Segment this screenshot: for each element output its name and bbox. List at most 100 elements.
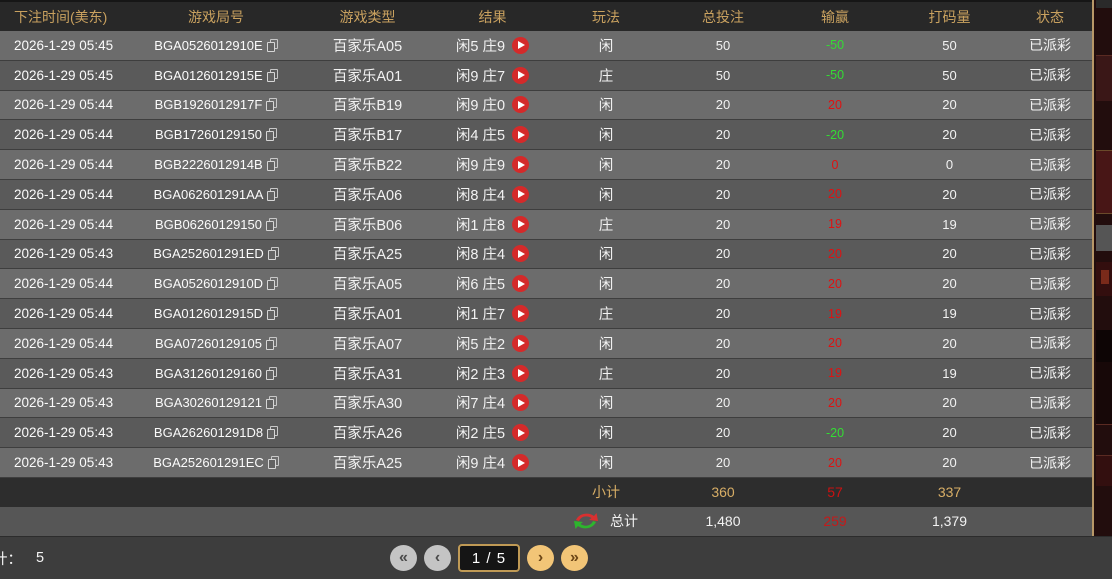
copy-icon[interactable] — [267, 456, 279, 470]
total-row: 总计 1,480 259 1,379 — [0, 506, 1092, 536]
play-icon[interactable] — [512, 334, 530, 352]
table-row: 2026-1-29 05:44 BGA062601291AA 百家乐A06 闲8… — [0, 179, 1092, 210]
play-icon[interactable] — [512, 305, 530, 323]
pagination-bar: 计： 5 « ‹ 1 / 5 › » — [0, 536, 1112, 578]
total-bet-cell: 20 — [715, 127, 731, 143]
play-option-cell: 闲 — [598, 98, 614, 115]
play-icon[interactable] — [512, 185, 530, 203]
win-loss-cell: 19 — [828, 217, 842, 232]
total-bet-cell: 20 — [715, 335, 731, 351]
copy-icon[interactable] — [266, 68, 278, 82]
play-icon[interactable] — [512, 245, 530, 263]
bet-time-cell: 2026-1-29 05:45 — [14, 37, 114, 53]
status-cell: 已派彩 — [1029, 186, 1071, 203]
result-text: 闲1 庄8 — [455, 217, 506, 234]
col-header-wagering: 打码量 — [928, 8, 971, 25]
play-icon[interactable] — [512, 36, 530, 54]
play-icon[interactable] — [512, 394, 530, 412]
game-round-id: BGA0126012915D — [153, 306, 264, 322]
background-fragment — [1096, 0, 1112, 8]
wagering-cell: 20 — [942, 455, 957, 471]
bet-time-cell: 2026-1-29 05:44 — [14, 157, 114, 173]
pagination-prev-button[interactable]: ‹ — [424, 545, 451, 571]
game-type-cell: 百家乐A01 — [332, 307, 403, 324]
count-value: 5 — [36, 550, 45, 566]
game-type-cell: 百家乐B06 — [332, 217, 403, 234]
game-round-cell: BGB1926012917F — [137, 97, 295, 112]
col-header-bet-time: 下注时间(美东) — [14, 8, 108, 25]
table-row: 2026-1-29 05:43 BGA30260129121 百家乐A30 闲7… — [0, 388, 1092, 419]
game-round-cell: BGA0526012910E — [137, 38, 295, 53]
wagering-cell: 50 — [942, 37, 957, 53]
table-row: 2026-1-29 05:43 BGA252601291ED 百家乐A25 闲8… — [0, 239, 1092, 270]
copy-icon[interactable] — [267, 277, 279, 291]
game-type-cell: 百家乐A05 — [332, 277, 403, 294]
copy-icon[interactable] — [265, 366, 277, 380]
game-type-cell: 百家乐A06 — [332, 187, 403, 204]
wagering-cell: 20 — [942, 127, 957, 143]
pagination-last-button[interactable]: » — [561, 545, 588, 571]
game-type-cell: 百家乐A25 — [332, 247, 403, 264]
status-cell: 已派彩 — [1029, 424, 1071, 441]
copy-icon[interactable] — [267, 187, 279, 201]
play-option-cell: 闲 — [598, 426, 614, 443]
result-text: 闲5 庄9 — [455, 38, 506, 55]
result-text: 闲6 庄5 — [455, 277, 506, 294]
play-icon[interactable] — [512, 96, 530, 114]
play-icon[interactable] — [512, 215, 530, 233]
copy-icon[interactable] — [266, 98, 278, 112]
status-cell: 已派彩 — [1029, 454, 1071, 471]
total-bet-cell: 20 — [715, 246, 731, 262]
win-loss-cell: 20 — [828, 246, 842, 261]
result-text: 闲5 庄2 — [455, 336, 506, 353]
copy-icon[interactable] — [267, 426, 279, 440]
copy-icon[interactable] — [267, 307, 279, 321]
pagination-first-button[interactable]: « — [390, 545, 417, 571]
game-round-id: BGA252601291ED — [153, 246, 264, 262]
wagering-cell: 20 — [942, 395, 957, 411]
bet-time-cell: 2026-1-29 05:43 — [14, 365, 114, 381]
play-icon[interactable] — [512, 156, 530, 174]
game-type-cell: 百家乐A25 — [332, 456, 403, 473]
background-fragment — [1096, 330, 1112, 362]
copy-icon[interactable] — [265, 336, 277, 350]
pagination-next-button[interactable]: › — [527, 545, 554, 571]
copy-icon[interactable] — [266, 158, 278, 172]
total-win: 259 — [823, 513, 847, 530]
game-round-cell: BGA30260129121 — [137, 395, 295, 410]
swap-refresh-icon[interactable] — [574, 511, 598, 531]
win-loss-cell: 0 — [831, 157, 839, 172]
result-cell: 闲2 庄5 — [440, 422, 545, 443]
result-text: 闲8 庄4 — [455, 247, 506, 264]
status-cell: 已派彩 — [1029, 394, 1071, 411]
game-type-cell: 百家乐A01 — [332, 68, 403, 85]
copy-icon[interactable] — [265, 396, 277, 410]
play-icon[interactable] — [512, 275, 530, 293]
play-icon[interactable] — [512, 364, 530, 382]
play-icon[interactable] — [512, 454, 530, 472]
result-cell: 闲5 庄9 — [440, 35, 545, 56]
wagering-cell: 20 — [942, 97, 957, 113]
win-loss-cell: -50 — [825, 68, 845, 83]
copy-icon[interactable] — [267, 247, 279, 261]
play-icon[interactable] — [512, 126, 530, 144]
result-text: 闲7 庄4 — [455, 396, 506, 413]
play-icon[interactable] — [512, 66, 530, 84]
result-text: 闲2 庄3 — [455, 366, 506, 383]
result-text: 闲9 庄0 — [455, 98, 506, 115]
result-cell: 闲1 庄7 — [440, 303, 545, 324]
play-option-cell: 庄 — [598, 366, 614, 383]
copy-icon[interactable] — [265, 128, 277, 142]
play-option-cell: 闲 — [598, 336, 614, 353]
table-row: 2026-1-29 05:43 BGA252601291EC 百家乐A25 闲9… — [0, 448, 1092, 478]
page-indicator: 1 / 5 — [458, 544, 520, 572]
game-round-id: BGA062601291AA — [153, 186, 264, 202]
game-type-cell: 百家乐B19 — [332, 98, 403, 115]
play-icon[interactable] — [512, 424, 530, 442]
copy-icon[interactable] — [266, 38, 278, 52]
result-text: 闲8 庄4 — [455, 187, 506, 204]
wagering-cell: 20 — [942, 276, 957, 292]
total-wager: 1,379 — [931, 513, 968, 530]
copy-icon[interactable] — [265, 217, 277, 231]
subtotal-wager: 337 — [937, 484, 962, 501]
